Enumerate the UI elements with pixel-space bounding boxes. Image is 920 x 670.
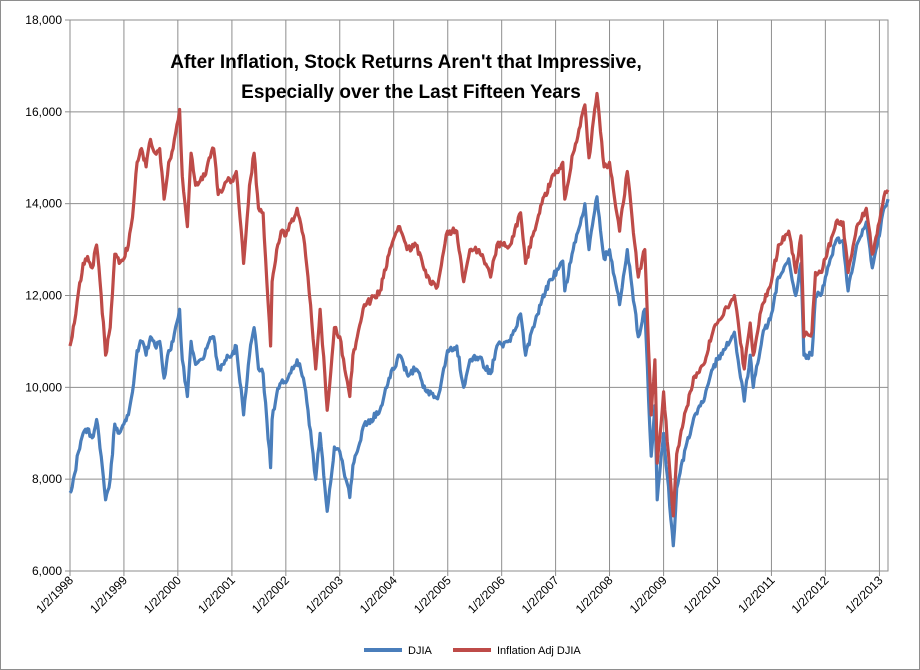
series-lines [68,91,890,548]
x-tick-label: 1/2/2003 [303,573,346,616]
x-tick-label: 1/2/1999 [87,573,130,616]
x-tick-label: 1/2/2004 [357,573,400,616]
series-line-djia [68,195,890,548]
x-tick-label: 1/2/2002 [249,573,292,616]
legend: DJIA Inflation Adj DJIA [364,645,581,657]
x-tick-label: 1/2/2006 [465,573,508,616]
x-tick-label: 1/2/1998 [33,573,76,616]
y-tick-label: 8,000 [32,472,62,486]
x-tick-label: 1/2/2013 [843,573,886,616]
x-tick-label: 1/2/2012 [789,573,832,616]
y-tick-label: 6,000 [32,564,62,578]
legend-label-inflation-adj-djia: Inflation Adj DJIA [497,645,581,657]
x-tick-label: 1/2/2008 [573,573,616,616]
series-line-inflation-adj-djia [68,91,890,518]
x-tick-label: 1/2/2007 [519,573,562,616]
chart-title-line-1: After Inflation, Stock Returns Aren't th… [170,52,642,73]
legend-label-djia: DJIA [408,645,433,657]
chart-title-line-2: Especially over the Last Fifteen Years [241,82,581,103]
x-tick-label: 1/2/2011 [735,573,778,616]
x-tick-label: 1/2/2000 [141,573,184,616]
x-tick-label: 1/2/2001 [195,573,238,616]
gridlines [69,19,888,572]
x-tick-label: 1/2/2009 [627,573,670,616]
y-tick-label: 10,000 [25,380,62,394]
y-axis: 6,000 8,000 10,000 12,000 14,000 16,000 18,000 [25,13,70,578]
x-axis: 1/2/1998 1/2/1999 1/2/2000 1/2/2001 1/2/2002… [33,571,886,616]
x-tick-label: 1/2/2010 [681,573,724,616]
x-tick-label: 1/2/2005 [411,573,454,616]
y-tick-label: 14,000 [25,197,62,211]
y-tick-label: 12,000 [25,289,62,303]
y-tick-label: 16,000 [25,105,62,119]
y-tick-label: 18,000 [25,13,62,27]
